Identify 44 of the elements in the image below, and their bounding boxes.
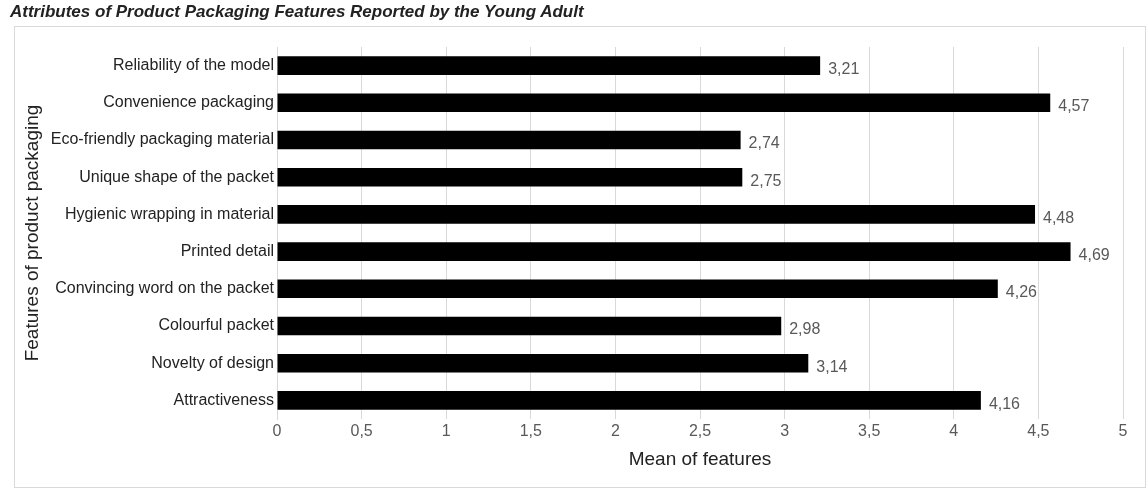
y-tick-label: Convincing word on the packet [55, 279, 275, 297]
x-tick-label: 0 [272, 422, 282, 440]
x-tick-label: 4 [949, 422, 959, 440]
x-tick-label: 2 [610, 422, 620, 440]
y-tick-label: Unique shape of the packet [79, 167, 275, 185]
bar [277, 353, 809, 373]
y-tick-label: Eco-friendly packaging material [50, 130, 275, 148]
bar [277, 93, 1051, 113]
data-label: 3,14 [816, 357, 848, 375]
data-label: 4,16 [988, 394, 1021, 412]
y-tick-label: Reliability of the model [113, 56, 275, 74]
data-label: 4,57 [1058, 97, 1090, 115]
x-tick-label: 5 [1118, 422, 1128, 440]
bar [277, 130, 741, 150]
data-label: 3,21 [828, 60, 860, 78]
y-tick-label: Printed detail [180, 242, 275, 260]
x-tick-label: 1 [441, 422, 451, 440]
bar [277, 56, 821, 75]
x-axis-title: Mean of features [628, 447, 772, 469]
x-tick-label: 3 [780, 422, 790, 440]
y-tick-label: Convenience packaging [103, 93, 275, 111]
bar [277, 279, 998, 299]
bar [277, 205, 1036, 224]
y-tick-label: Novelty of design [151, 353, 275, 371]
x-tick-label: 2,5 [688, 422, 712, 440]
data-label: 4,69 [1078, 246, 1110, 264]
bar [277, 391, 981, 410]
data-label: 4,26 [1005, 283, 1038, 301]
data-label: 2,98 [789, 320, 821, 338]
x-tick-label: 1,5 [519, 422, 543, 440]
y-tick-label: Hygienic wrapping in material [65, 204, 275, 222]
y-axis-title: Features of product packaging [20, 104, 42, 362]
bar [277, 242, 1071, 261]
data-label: 4,48 [1043, 208, 1075, 226]
bar [277, 167, 743, 187]
x-tick-label: 0,5 [350, 422, 373, 440]
data-label: 2,75 [750, 171, 782, 189]
y-tick-label: Colourful packet [158, 316, 275, 334]
data-label: 2,74 [748, 134, 780, 152]
x-tick-label: 4,5 [1027, 422, 1050, 440]
x-tick-label: 3,5 [858, 422, 881, 440]
bar [277, 316, 782, 336]
y-tick-label: Attractiveness [173, 390, 275, 408]
chart-title: Attributes of Product Packaging Features Reported by the Young Adult [10, 2, 584, 22]
